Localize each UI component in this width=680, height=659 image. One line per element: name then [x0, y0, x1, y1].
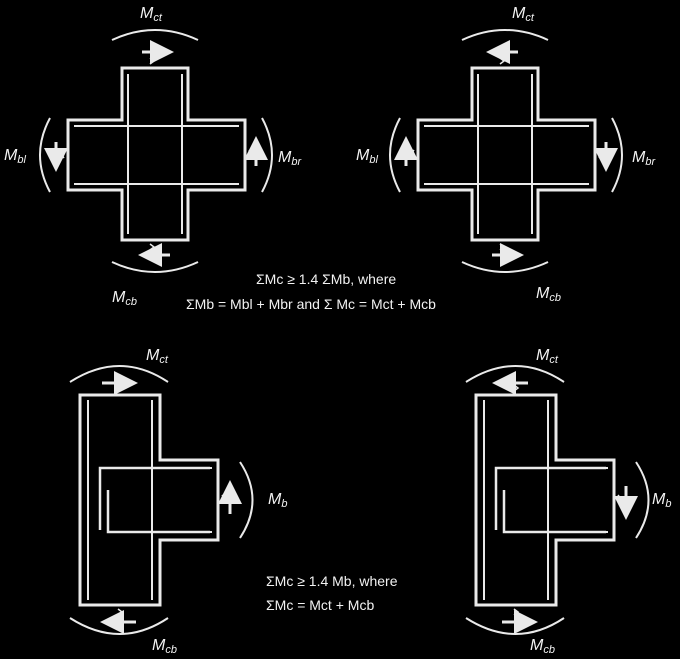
t-outline	[78, 393, 220, 607]
label-mbr: Mbr	[278, 149, 302, 168]
moment-arc-top	[69, 365, 169, 383]
moment-arc-right	[635, 461, 650, 539]
moment-arc-bottom	[465, 617, 565, 635]
exterior-equation-line1: ΣMc ≥ 1.4 Mb, where	[266, 573, 398, 589]
moment-arc-bottom	[69, 617, 169, 635]
interior-equation-line2: ΣMb = Mbl + Mbr and Σ Mc = Mct + Mcb	[186, 296, 436, 312]
label-mct: Mct	[146, 347, 169, 366]
moment-arc-left	[389, 117, 401, 193]
moment-arc-bottom	[111, 261, 199, 273]
cross-outline	[416, 66, 597, 242]
label-mbl: Mbl	[356, 147, 378, 166]
exterior-equation-line2: ΣMc = Mct + Mcb	[266, 597, 374, 613]
label-mb: Mb	[268, 491, 287, 510]
exterior-joint-left: Mct Mcb Mb	[69, 347, 287, 656]
moment-arc-top	[461, 29, 549, 41]
label-mct: Mct	[512, 5, 535, 24]
moment-arc-right	[239, 461, 254, 539]
moment-arc-bottom	[461, 261, 549, 273]
cross-inner-bars	[74, 74, 239, 234]
label-mcb: Mcb	[536, 285, 561, 304]
t-inner-bars	[87, 400, 212, 600]
t-outline	[474, 393, 616, 607]
t-inner-bars	[483, 400, 608, 600]
label-mcb: Mcb	[530, 637, 555, 656]
label-mct: Mct	[536, 347, 559, 366]
moment-arc-right	[261, 117, 273, 193]
moment-arc-top	[465, 365, 565, 383]
interior-equation-line1: ΣMc ≥ 1.4 ΣMb, where	[256, 271, 396, 287]
label-mcb: Mcb	[112, 289, 137, 308]
label-mct: Mct	[140, 5, 163, 24]
moment-arc-top	[111, 29, 199, 41]
label-mb: Mb	[652, 491, 671, 510]
exterior-joint-right: Mct Mcb Mb	[465, 347, 671, 656]
moment-arc-right	[611, 117, 623, 193]
label-mbl: Mbl	[4, 147, 26, 166]
cross-inner-bars	[424, 74, 589, 234]
interior-joint-left: Mct Mcb Mbl Mbr	[4, 5, 302, 308]
label-mbr: Mbr	[632, 149, 656, 168]
label-mcb: Mcb	[152, 637, 177, 656]
cross-outline	[66, 66, 247, 242]
interior-joint-right: Mct Mcb Mbl Mbr	[356, 5, 656, 304]
moment-arc-left	[39, 117, 51, 193]
hooked-bar	[494, 466, 606, 534]
hooked-bar	[98, 466, 210, 534]
